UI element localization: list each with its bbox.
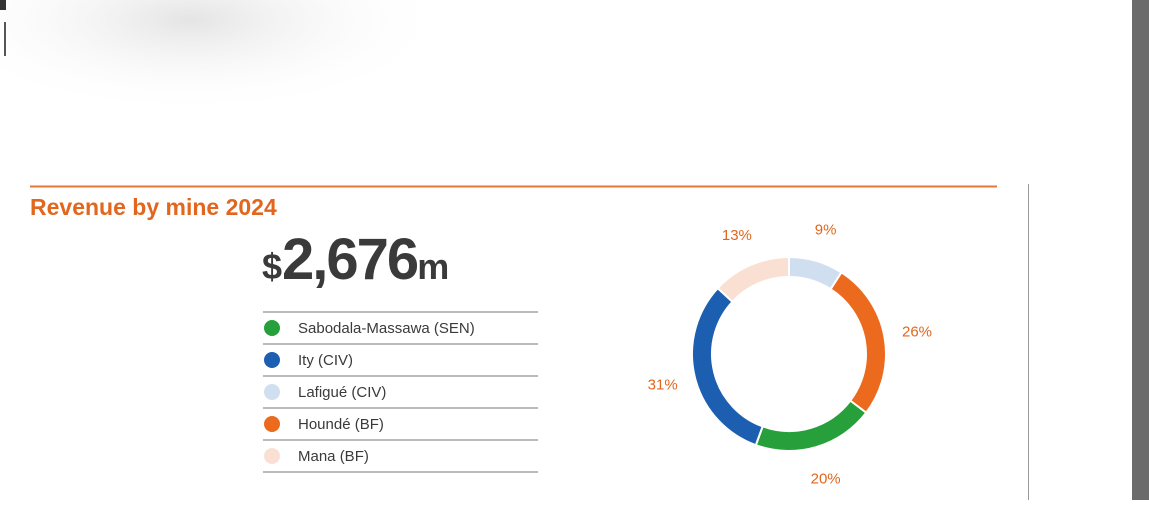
legend-swatch <box>264 448 280 464</box>
value-label: 31% <box>648 377 678 394</box>
legend-swatch <box>264 384 280 400</box>
legend-label: Lafigué (CIV) <box>298 384 386 401</box>
total-suffix: m <box>417 246 449 287</box>
legend-swatch <box>264 320 280 336</box>
corner-mark <box>0 0 6 10</box>
value-label: 13% <box>722 227 752 244</box>
value-label: 26% <box>902 323 932 340</box>
legend-label: Ity (CIV) <box>298 352 353 369</box>
edge-strip <box>1132 0 1149 500</box>
chart-title: Revenue by mine 2024 <box>30 194 277 220</box>
corner-mark <box>4 22 6 56</box>
slice <box>716 255 790 304</box>
value-label: 9% <box>815 221 837 238</box>
slice <box>691 286 764 447</box>
legend-label: Sabodala-Massawa (SEN) <box>298 320 475 337</box>
slice <box>754 399 868 452</box>
shadow <box>0 0 450 115</box>
legend-swatch <box>264 416 280 432</box>
total-prefix: $ <box>262 246 282 287</box>
slice <box>829 271 887 415</box>
total-number: 2,676 <box>282 227 418 292</box>
legend-label: Houndé (BF) <box>298 416 384 433</box>
value-label: 20% <box>811 471 841 488</box>
legend-label: Mana (BF) <box>298 448 369 465</box>
total: $2,676m <box>262 227 449 292</box>
legend-swatch <box>264 352 280 368</box>
